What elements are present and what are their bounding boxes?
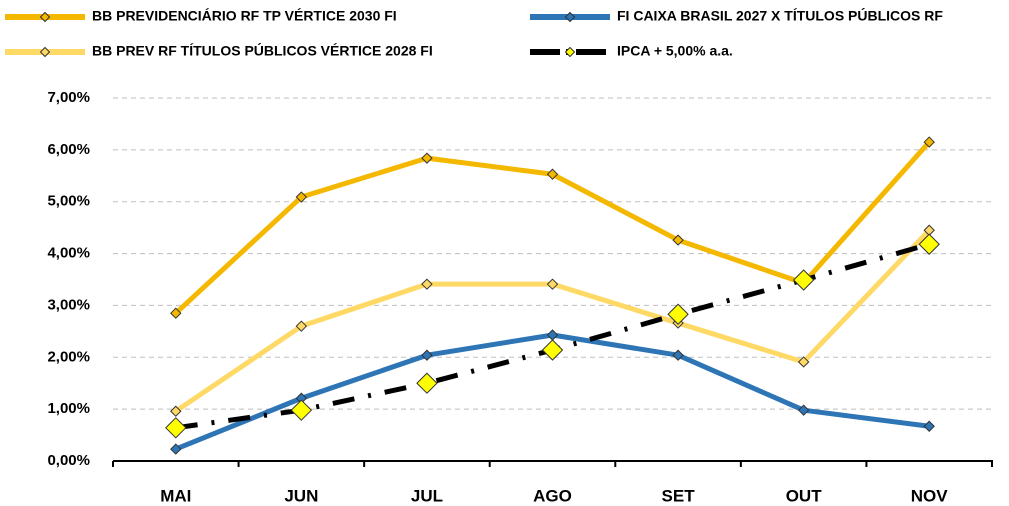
legend-marker bbox=[39, 46, 51, 58]
series-line bbox=[174, 228, 932, 414]
marker bbox=[797, 356, 810, 368]
marker bbox=[918, 233, 940, 255]
marker bbox=[672, 234, 684, 246]
y-tick-label: 7,00% bbox=[47, 89, 90, 106]
legend-label: BB PREVIDENCIÁRIO RF TP VÉRTICE 2030 FI bbox=[92, 8, 397, 24]
marker bbox=[546, 168, 559, 180]
x-tick-label: MAI bbox=[160, 486, 191, 505]
y-tick-label: 4,00% bbox=[47, 245, 90, 262]
marker bbox=[797, 404, 810, 416]
marker bbox=[923, 420, 935, 432]
x-tick-label: SET bbox=[662, 486, 696, 505]
marker bbox=[923, 136, 935, 148]
x-tick-label: AGO bbox=[533, 486, 572, 505]
marker bbox=[672, 349, 684, 361]
marker bbox=[170, 443, 182, 455]
legend-label: IPCA + 5,00% a.a. bbox=[617, 43, 733, 59]
x-tick-label: JUL bbox=[411, 486, 443, 505]
legend-label: FI CAIXA BRASIL 2027 X TÍTULOS PÚBLICOS … bbox=[617, 7, 943, 24]
y-tick-label: 5,00% bbox=[47, 193, 90, 210]
x-tick-label: OUT bbox=[786, 486, 823, 505]
y-tick-label: 3,00% bbox=[47, 296, 90, 313]
legend-marker bbox=[564, 46, 576, 58]
marker bbox=[421, 278, 433, 290]
legend-marker bbox=[564, 11, 576, 23]
marker bbox=[667, 303, 689, 325]
marker bbox=[416, 372, 438, 394]
marker bbox=[541, 339, 564, 361]
y-tick-label: 1,00% bbox=[47, 400, 90, 417]
marker bbox=[546, 278, 559, 290]
y-tick-label: 6,00% bbox=[47, 141, 90, 158]
x-tick-label: NOV bbox=[911, 486, 949, 505]
x-tick-label: JUN bbox=[284, 486, 318, 505]
y-tick-label: 0,00% bbox=[47, 452, 90, 469]
marker bbox=[295, 191, 308, 203]
marker bbox=[546, 329, 559, 341]
legend-marker bbox=[39, 11, 51, 23]
marker bbox=[421, 152, 433, 164]
legend-label: BB PREV RF TÍTULOS PÚBLICOS VÉRTICE 2028… bbox=[92, 42, 433, 59]
marker bbox=[170, 405, 182, 417]
marker bbox=[792, 269, 815, 291]
marker bbox=[290, 399, 313, 421]
marker bbox=[421, 349, 433, 361]
marker bbox=[165, 417, 187, 439]
marker bbox=[295, 320, 308, 332]
y-tick-label: 2,00% bbox=[47, 348, 90, 365]
marker bbox=[170, 307, 182, 319]
